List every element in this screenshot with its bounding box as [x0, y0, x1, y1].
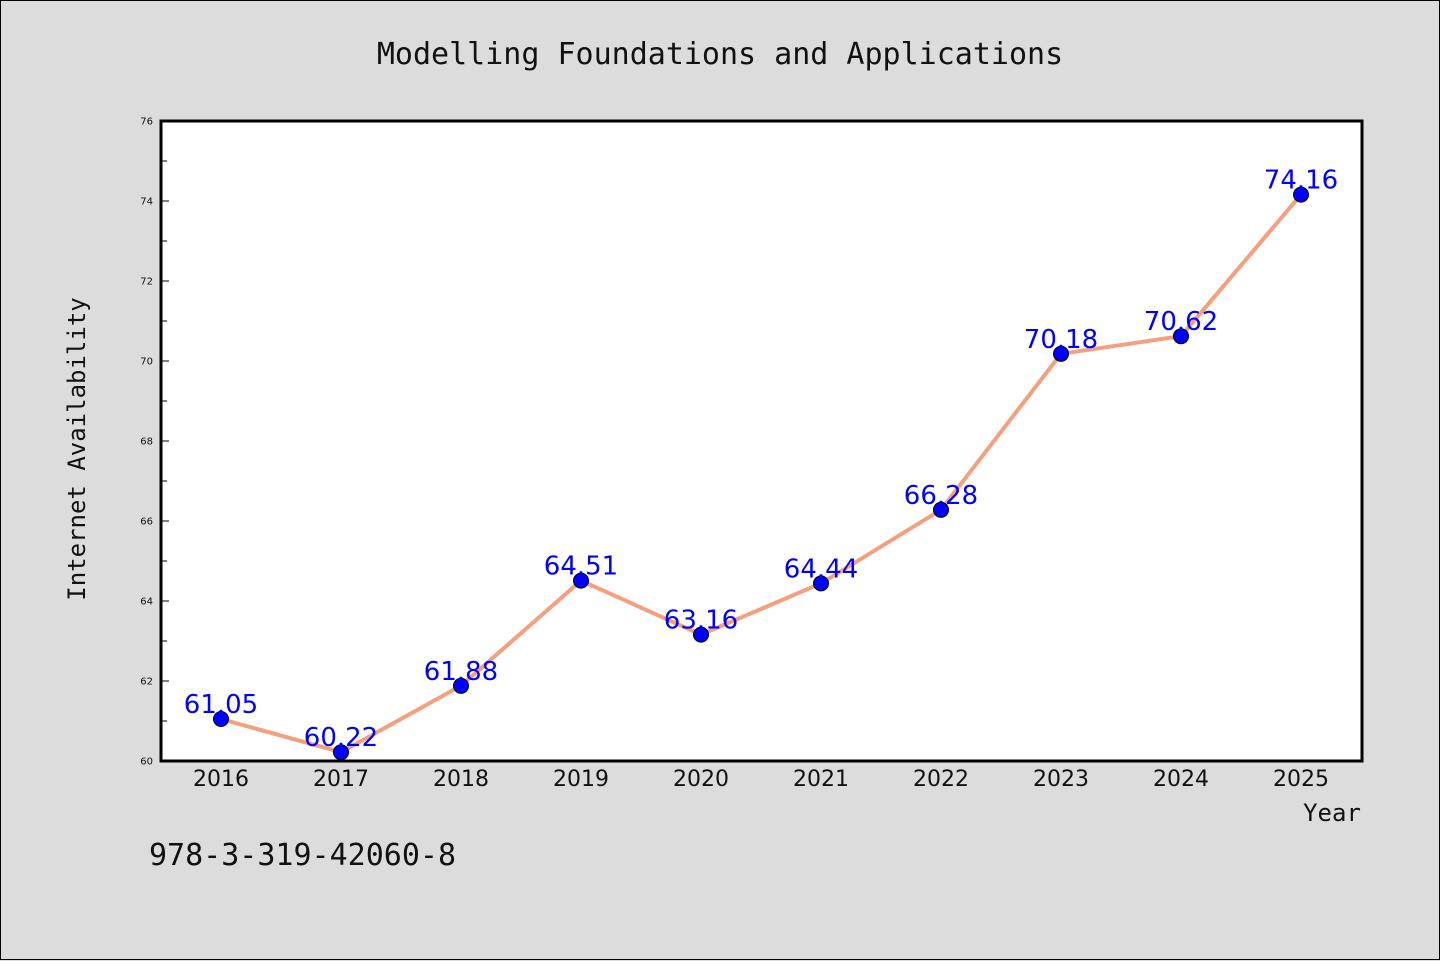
data-point-marker [1173, 328, 1189, 345]
y-tick-label: 74 [140, 197, 153, 208]
data-point-marker [213, 711, 229, 727]
x-tick-label: 2020 [673, 767, 729, 792]
x-tick-label: 2018 [433, 767, 489, 792]
data-label: 64.51 [544, 552, 618, 582]
y-tick-label: 60 [140, 757, 153, 768]
data-label: 74.16 [1264, 166, 1338, 196]
x-tick-label: 2019 [553, 767, 609, 792]
y-tick-label: 70 [140, 357, 153, 368]
y-tick-label: 76 [140, 117, 153, 128]
chart-title: Modelling Foundations and Applications [377, 37, 1063, 72]
data-point-marker [813, 575, 829, 592]
plot-border [159, 119, 1364, 763]
series-markers [213, 186, 1309, 761]
data-label: 64.44 [784, 554, 858, 584]
data-label: 60.22 [304, 723, 378, 753]
x-axis: 2016 2017 2018 2019 2020 2021 2022 2023 2024 2025 [193, 767, 1329, 792]
x-tick-label: 2025 [1273, 767, 1329, 792]
y-axis-title: Internet Availability [63, 297, 91, 600]
x-tick-label: 2023 [1033, 767, 1089, 792]
data-point-marker [1293, 186, 1309, 203]
y-tick-label: 72 [140, 277, 153, 288]
data-labels: 61.05 60.22 61.88 64.51 63.16 64.44 66.28 70.18… [184, 166, 1338, 754]
data-point-marker [453, 677, 469, 694]
data-label: 66.28 [904, 481, 978, 511]
data-point-marker [933, 501, 949, 518]
x-tick-label: 2016 [193, 767, 249, 792]
y-tick-label: 68 [140, 437, 153, 448]
series-line [219, 192, 1303, 755]
data-label: 70.18 [1024, 325, 1098, 355]
data-label: 70.62 [1144, 307, 1218, 337]
data-point-marker [1053, 345, 1069, 362]
y-axis: 60 62 64 66 68 70 72 74 76 [140, 117, 169, 768]
x-tick-label: 2022 [913, 767, 969, 792]
y-tick-label: 62 [140, 677, 153, 688]
isbn-footer: 978-3-319-42060-8 [149, 838, 456, 873]
y-tick-label: 66 [140, 517, 153, 528]
data-label: 63.16 [664, 606, 738, 636]
data-point-marker [573, 572, 589, 589]
x-tick-label: 2024 [1153, 767, 1209, 792]
plot-area [161, 121, 1362, 761]
x-tick-label: 2017 [313, 767, 369, 792]
data-label: 61.88 [424, 657, 498, 687]
y-tick-label: 64 [140, 597, 153, 608]
data-label: 61.05 [184, 690, 258, 720]
data-point-marker [693, 626, 709, 643]
x-tick-label: 2021 [793, 767, 849, 792]
x-axis-title: Year [1303, 799, 1361, 827]
